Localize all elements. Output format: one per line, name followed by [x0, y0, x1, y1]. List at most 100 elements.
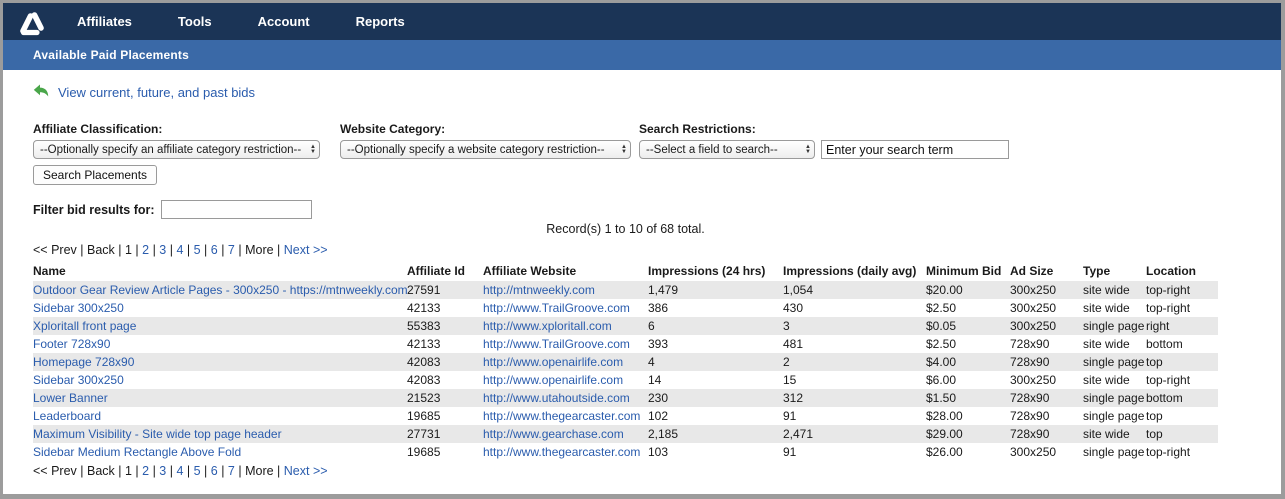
affiliate-id-cell: 19685 — [407, 445, 441, 459]
affiliate-website-link[interactable]: http://www.openairlife.com — [483, 355, 624, 369]
pagination-prev: << Prev — [33, 464, 77, 478]
search-field-select[interactable]: --Select a field to search-- ▲ ▼ — [639, 140, 815, 159]
affiliate-website-link[interactable]: http://www.utahoutside.com — [483, 391, 630, 405]
ad-size-cell: 728x90 — [1010, 391, 1050, 405]
pagination-separator: | — [200, 243, 211, 257]
website-category-label: Website Category: — [340, 122, 446, 136]
placement-name-link[interactable]: Leaderboard — [33, 409, 102, 423]
impressions-avg-cell: 1,054 — [783, 283, 814, 297]
placements-table: Name Affiliate Id Affiliate Website Impress… — [33, 262, 1218, 461]
pagination-4[interactable]: 4 — [176, 464, 184, 478]
placement-name-link[interactable]: Lower Banner — [33, 391, 108, 405]
pagination-separator: | — [183, 464, 194, 478]
pagination-separator: | — [76, 243, 87, 257]
location-cell: bottom — [1146, 391, 1183, 405]
view-bids-row: View current, future, and past bids — [33, 84, 1281, 100]
filters-row: Affiliate Classification: --Optionally s… — [33, 122, 1281, 185]
nav-item-reports[interactable]: Reports — [355, 14, 405, 29]
search-term-input[interactable] — [821, 140, 1009, 159]
record-summary: Record(s) 1 to 10 of 68 total. — [546, 222, 705, 236]
placement-name-link[interactable]: Footer 728x90 — [33, 337, 111, 351]
pagination-separator: | — [273, 464, 284, 478]
pagination-2[interactable]: 2 — [142, 464, 150, 478]
column-header-type: Type — [1083, 264, 1111, 278]
pagination-7[interactable]: 7 — [227, 243, 235, 257]
impressions-24h-cell: 103 — [648, 445, 669, 459]
minimum-bid-cell: $26.00 — [926, 445, 963, 459]
affiliate-website-link[interactable]: http://www.openairlife.com — [483, 373, 624, 387]
affiliate-website-link[interactable]: http://www.TrailGroove.com — [483, 301, 630, 315]
affiliate-classification-group: Affiliate Classification: --Optionally s… — [33, 122, 340, 185]
main-nav: Affiliates Tools Account Reports — [77, 14, 405, 29]
placement-name-link[interactable]: Sidebar Medium Rectangle Above Fold — [33, 445, 242, 459]
pagination-6[interactable]: 6 — [210, 464, 218, 478]
placement-name-link[interactable]: Xploritall front page — [33, 319, 137, 333]
filter-bid-input[interactable] — [160, 200, 312, 219]
nav-item-tools[interactable]: Tools — [177, 14, 212, 29]
pagination-3[interactable]: 3 — [159, 243, 167, 257]
impressions-24h-cell: 14 — [648, 373, 662, 387]
column-header-affiliate-website: Affiliate Website — [483, 264, 577, 278]
affiliate-website-link[interactable]: http://www.thegearcaster.com — [483, 445, 641, 459]
minimum-bid-cell: $2.50 — [926, 337, 957, 351]
pagination-6[interactable]: 6 — [210, 243, 218, 257]
ad-size-cell: 300x250 — [1010, 319, 1057, 333]
pagination-next[interactable]: Next >> — [283, 464, 328, 478]
table-row: Sidebar 300x250 42083 http://www.openairli… — [33, 371, 1218, 389]
pagination-bottom: << Prev | Back | 1 | 2 | 3 | 4 | 5 | 6 |… — [33, 464, 1281, 478]
affiliate-website-link[interactable]: http://www.TrailGroove.com — [483, 337, 630, 351]
minimum-bid-cell: $2.50 — [926, 301, 957, 315]
column-header-minimum-bid: Minimum Bid — [926, 264, 1002, 278]
affiliate-website-link[interactable]: http://www.thegearcaster.com — [483, 409, 641, 423]
pagination-separator: | — [217, 464, 228, 478]
pagination-7[interactable]: 7 — [227, 464, 235, 478]
view-bids-link[interactable]: View current, future, and past bids — [58, 84, 256, 100]
placement-name-link[interactable]: Sidebar 300x250 — [33, 373, 124, 387]
pagination-top: << Prev | Back | 1 | 2 | 3 | 4 | 5 | 6 |… — [33, 243, 1281, 257]
pagination-separator: | — [131, 243, 143, 257]
location-cell: right — [1146, 319, 1170, 333]
affiliate-id-cell: 19685 — [407, 409, 441, 423]
pagination-separator: | — [149, 464, 160, 478]
placement-name-link[interactable]: Sidebar 300x250 — [33, 301, 124, 315]
pagination-5[interactable]: 5 — [193, 243, 201, 257]
table-row: Xploritall front page 55383 http://www.xpl… — [33, 317, 1218, 335]
affiliate-id-cell: 27591 — [407, 283, 441, 297]
affiliate-id-cell: 42133 — [407, 337, 441, 351]
impressions-avg-cell: 91 — [783, 445, 797, 459]
website-category-select[interactable]: --Optionally specify a website category … — [340, 140, 631, 159]
affiliate-website-link[interactable]: http://www.gearchase.com — [483, 427, 624, 441]
pagination-3[interactable]: 3 — [159, 464, 167, 478]
affiliate-classification-select[interactable]: --Optionally specify an affiliate catego… — [33, 140, 320, 159]
pagination-more: More — [245, 243, 274, 257]
impressions-avg-cell: 430 — [783, 301, 804, 315]
column-header-impressions-daily-avg: Impressions (daily avg) — [783, 264, 917, 278]
placement-name-link[interactable]: Maximum Visibility - Site wide top page … — [33, 427, 282, 441]
pagination-separator: | — [200, 464, 211, 478]
main-content: View current, future, and past bids Affi… — [3, 84, 1281, 478]
affiliate-website-link[interactable]: http://mtnweekly.com — [483, 283, 595, 297]
nav-item-affiliates[interactable]: Affiliates — [77, 14, 132, 29]
nav-item-account[interactable]: Account — [257, 14, 310, 29]
pagination-next[interactable]: Next >> — [283, 243, 328, 257]
pagination-separator: | — [166, 464, 177, 478]
pagination-separator: | — [234, 243, 246, 257]
pagination-4[interactable]: 4 — [176, 243, 184, 257]
minimum-bid-cell: $1.50 — [926, 391, 957, 405]
affiliate-website-link[interactable]: http://www.xploritall.com — [483, 319, 612, 333]
page-header: Available Paid Placements — [3, 40, 1281, 70]
impressions-avg-cell: 312 — [783, 391, 804, 405]
placement-name-link[interactable]: Homepage 728x90 — [33, 355, 135, 369]
pagination-5[interactable]: 5 — [193, 464, 201, 478]
type-cell: single page — [1083, 409, 1145, 423]
placement-name-link[interactable]: Outdoor Gear Review Article Pages - 300x… — [33, 283, 407, 297]
search-placements-button[interactable]: Search Placements — [33, 165, 158, 185]
table-row: Maximum Visibility - Site wide top page … — [33, 425, 1218, 443]
select-stepper-icon: ▲ ▼ — [621, 143, 627, 155]
minimum-bid-cell: $29.00 — [926, 427, 963, 441]
affiliate-id-cell: 21523 — [407, 391, 441, 405]
pagination-2[interactable]: 2 — [142, 243, 150, 257]
avantlink-logo-icon[interactable] — [13, 7, 49, 37]
ad-size-cell: 300x250 — [1010, 301, 1057, 315]
impressions-24h-cell: 102 — [648, 409, 669, 423]
